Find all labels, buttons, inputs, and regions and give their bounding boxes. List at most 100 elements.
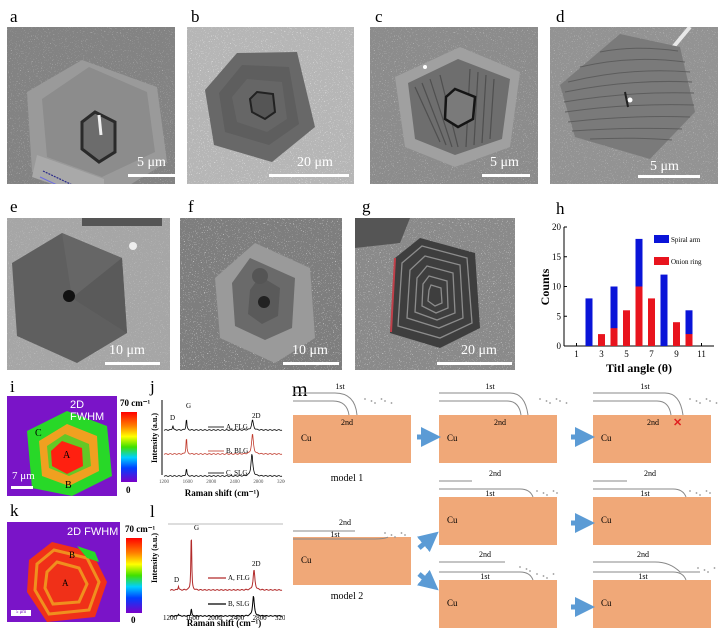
spectrum-b-blg xyxy=(163,433,283,455)
svg-text:Cu: Cu xyxy=(301,433,312,443)
sem-image-a: 5 μm xyxy=(7,27,175,184)
scale-bar-i xyxy=(11,486,33,489)
svg-text:2nd: 2nd xyxy=(644,469,656,478)
svg-text:B: B xyxy=(69,550,75,560)
panel-label-a: a xyxy=(10,7,18,26)
bar-onion-ring-9 xyxy=(673,322,680,346)
svg-text:2D: 2D xyxy=(252,560,261,568)
panel-label-j: j xyxy=(150,377,155,396)
svg-text:0: 0 xyxy=(557,341,562,351)
series-label: A, FLG xyxy=(228,574,250,582)
map-title-i: 2D FWHM xyxy=(70,399,105,423)
svg-text:G: G xyxy=(186,402,191,410)
raman-spectra-j: A, FLG B, BLG C, SLG D G 2D 1200 1600 2000 2400 2… xyxy=(150,400,285,498)
fwhm-map-i: C A B 2D FWHM 7 μm xyxy=(7,396,117,496)
bar-onion-ring-7 xyxy=(648,298,655,346)
colorbar-min-k: 0 xyxy=(131,615,136,625)
svg-text:7: 7 xyxy=(649,349,654,359)
svg-text:Cu: Cu xyxy=(447,598,458,608)
svg-text:D: D xyxy=(170,414,175,422)
spectrum-a-flg xyxy=(163,419,283,431)
x-axis-label-h: Titl angle (θ) xyxy=(606,361,672,375)
svg-text:1st: 1st xyxy=(640,489,650,498)
svg-text:G: G xyxy=(194,524,199,532)
growth-model-schematic-m: Cu Cu Cu 1st 2nd model 1 1st 2nd 1st 2nd ✕ 2nd 2nd Cu… xyxy=(293,382,718,628)
legend-label: Spiral arm xyxy=(671,236,701,244)
cu-substrate-model1-2 xyxy=(439,415,557,463)
series-label: A, FLG xyxy=(226,423,248,431)
panel-label-h: h xyxy=(556,199,565,218)
panel-label-g: g xyxy=(362,197,371,216)
svg-text:11: 11 xyxy=(697,349,706,359)
scale-bar-label-i: 7 μm xyxy=(12,470,35,482)
sem-image-c: 5 μm xyxy=(370,27,538,184)
svg-text:10: 10 xyxy=(552,282,562,292)
bar-onion-ring-3 xyxy=(598,334,605,346)
bar-onion-ring-10 xyxy=(685,334,693,346)
svg-text:2nd: 2nd xyxy=(489,469,501,478)
sem-image-g: 20 μm xyxy=(355,218,515,370)
y-axis-label-j: Intensity (a.u.) xyxy=(150,413,159,463)
bar-onion-ring-4 xyxy=(610,328,618,346)
sem-image-d: 5 μm xyxy=(550,27,718,184)
cu-substrate-model2-branch1-a xyxy=(439,497,557,545)
svg-text:2D: 2D xyxy=(252,412,261,420)
scale-bar-label-e: 10 μm xyxy=(109,343,145,358)
y-axis-label-h: Counts xyxy=(540,268,552,305)
svg-text:3200: 3200 xyxy=(275,614,285,622)
svg-text:Cu: Cu xyxy=(447,515,458,525)
svg-text:1200: 1200 xyxy=(159,480,170,485)
svg-text:B: B xyxy=(65,480,72,491)
svg-text:model 2: model 2 xyxy=(331,591,364,602)
scale-bar-label-c: 5 μm xyxy=(490,155,519,170)
scale-bar-d xyxy=(638,175,700,178)
panel-label-k: k xyxy=(10,501,19,520)
colorbar-max-i: 70 cm⁻¹ xyxy=(120,398,151,408)
svg-text:1st: 1st xyxy=(485,382,495,391)
svg-text:2400: 2400 xyxy=(230,480,241,485)
series-label: B, BLG xyxy=(226,447,248,455)
svg-text:1st: 1st xyxy=(485,489,495,498)
svg-text:1: 1 xyxy=(574,349,579,359)
legend-label: Onion ring xyxy=(671,258,702,266)
raman-spectra-l: A, FLG B, SLG D G 2D 1200 1600 2000 2400 2800 320… xyxy=(150,523,285,628)
scale-bar-e xyxy=(105,362,160,365)
panel-label-f: f xyxy=(188,197,194,216)
svg-text:2400: 2400 xyxy=(230,614,245,622)
bar-spiral-arm-10 xyxy=(685,310,693,346)
svg-text:A: A xyxy=(63,450,71,461)
colorbar-i xyxy=(121,412,137,482)
svg-text:1st: 1st xyxy=(638,572,648,581)
svg-text:2nd: 2nd xyxy=(494,418,506,427)
svg-text:2000: 2000 xyxy=(208,614,223,622)
scale-bar-k: 5 μm xyxy=(11,610,31,616)
map-title-k: 2D FWHM xyxy=(67,526,119,538)
svg-text:D: D xyxy=(174,576,179,584)
scale-bar-label-b: 20 μm xyxy=(297,155,333,170)
scale-bar-label-g: 20 μm xyxy=(461,343,497,358)
svg-text:model 1: model 1 xyxy=(331,473,364,484)
scale-bar-label-f: 10 μm xyxy=(292,343,328,358)
legend-swatch xyxy=(654,257,669,265)
cu-substrate-model2-branch1-b xyxy=(593,497,711,545)
svg-text:1600: 1600 xyxy=(183,480,194,485)
panel-label-m: m xyxy=(292,379,308,401)
svg-text:A: A xyxy=(62,578,69,588)
flow-arrow-icon xyxy=(416,569,439,591)
cu-substrate-model1-1 xyxy=(293,415,411,463)
svg-text:Cu: Cu xyxy=(601,433,612,443)
svg-text:Cu: Cu xyxy=(601,598,612,608)
series-label: C, SLG xyxy=(226,469,247,477)
scale-bar-b xyxy=(269,174,349,177)
scale-bar-f xyxy=(283,362,339,365)
svg-text:Cu: Cu xyxy=(301,555,312,565)
svg-text:1200: 1200 xyxy=(163,614,178,622)
scale-bar-c xyxy=(482,174,530,177)
svg-text:C: C xyxy=(35,428,42,439)
svg-text:5: 5 xyxy=(557,311,562,321)
svg-text:1st: 1st xyxy=(480,572,490,581)
bar-onion-ring-6 xyxy=(635,286,643,346)
svg-text:2nd: 2nd xyxy=(339,518,351,527)
scale-bar-label-d: 5 μm xyxy=(650,159,679,174)
svg-text:2nd: 2nd xyxy=(479,550,491,559)
